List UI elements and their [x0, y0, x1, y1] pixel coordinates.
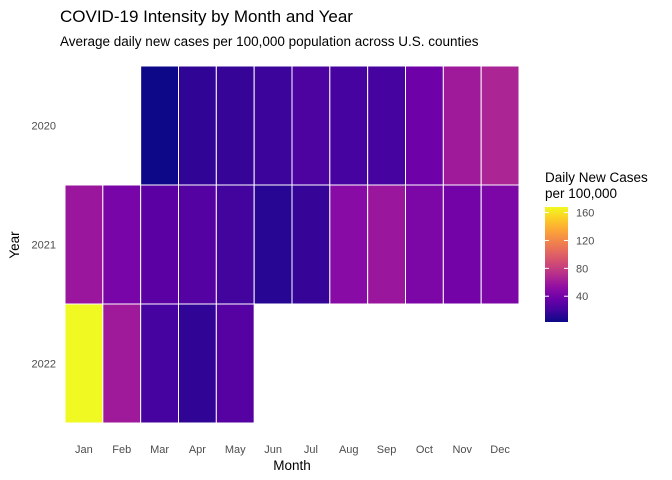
x-axis-title: Month — [273, 458, 311, 473]
heatmap-cell-2020-jun — [253, 65, 293, 186]
heatmap-cell-2022-jan — [64, 303, 104, 424]
heatmap-cell-2021-jul — [291, 184, 331, 305]
heatmap-cell-2020-aug — [329, 65, 369, 186]
heatmap-cell-2021-mar — [140, 184, 180, 305]
heatmap-cell-2021-may — [215, 184, 255, 305]
heatmap-cell-2020-apr — [178, 65, 217, 186]
x-tick-label-apr: Apr — [189, 444, 206, 456]
x-tick-label-feb: Feb — [112, 444, 131, 456]
legend-title-line-2: per 100,000 — [545, 186, 617, 201]
legend-tick-label-120: 120 — [576, 235, 594, 247]
y-tick-label-2020: 2020 — [32, 121, 56, 133]
legend-tick-label-40: 40 — [576, 291, 588, 303]
x-tick-label-mar: Mar — [150, 444, 169, 456]
heatmap-cell-2020-oct — [405, 65, 444, 186]
chart-title: COVID-19 Intensity by Month and Year — [60, 7, 353, 26]
y-axis-title: Year — [7, 231, 22, 259]
heatmap-cell-2021-sep — [367, 184, 406, 305]
heatmap-cell-2021-nov — [442, 184, 482, 305]
legend-colorbar — [545, 207, 568, 322]
heatmap-cell-2021-aug — [329, 184, 369, 305]
legend-ticks: 40 80 120 160 — [545, 208, 594, 303]
x-tick-label-oct: Oct — [416, 444, 433, 456]
y-axis-ticks: 2020 2021 2022 — [32, 121, 56, 371]
heatmap-cell-2021-oct — [405, 184, 444, 305]
heatmap-cell-2022-apr — [178, 303, 217, 424]
heatmap-cell-2020-jul — [291, 65, 331, 186]
x-tick-label-jun: Jun — [264, 444, 282, 456]
heatmap-cell-2021-dec — [480, 184, 520, 305]
chart-subtitle: Average daily new cases per 100,000 popu… — [60, 34, 479, 49]
x-tick-label-jan: Jan — [75, 444, 93, 456]
x-axis-ticks: Jan Feb Mar Apr May Jun Jul Aug Sep Oct Nov Dec — [75, 444, 510, 456]
heatmap-cell-2020-sep — [367, 65, 406, 186]
heatmap-cells — [64, 65, 520, 424]
heatmap-cell-2022-mar — [140, 303, 180, 424]
legend-title-line-1: Daily New Cases — [545, 170, 648, 185]
y-tick-label-2022: 2022 — [32, 359, 56, 371]
legend-tick-label-80: 80 — [576, 263, 588, 275]
heatmap-cell-2020-mar — [140, 65, 180, 186]
legend-tick-label-160: 160 — [576, 208, 594, 220]
heatmap-cell-2021-jan — [64, 184, 104, 305]
x-tick-label-nov: Nov — [452, 444, 472, 456]
heatmap-cell-2022-feb — [102, 303, 142, 424]
color-legend: Daily New Cases per 100,000 40 80 120 160 — [545, 170, 648, 322]
x-tick-label-dec: Dec — [490, 444, 510, 456]
y-tick-label-2021: 2021 — [32, 240, 56, 252]
heatmap-cell-2020-may — [215, 65, 255, 186]
x-tick-label-sep: Sep — [377, 444, 397, 456]
x-tick-label-may: May — [225, 444, 246, 456]
heatmap-cell-2020-dec — [480, 65, 520, 186]
x-tick-label-jul: Jul — [304, 444, 318, 456]
heatmap-cell-2021-apr — [178, 184, 217, 305]
heatmap-cell-2021-jun — [253, 184, 293, 305]
heatmap-cell-2020-nov — [442, 65, 482, 186]
heatmap-cell-2021-feb — [102, 184, 142, 305]
heatmap-cell-2022-may — [215, 303, 255, 424]
x-tick-label-aug: Aug — [339, 444, 359, 456]
